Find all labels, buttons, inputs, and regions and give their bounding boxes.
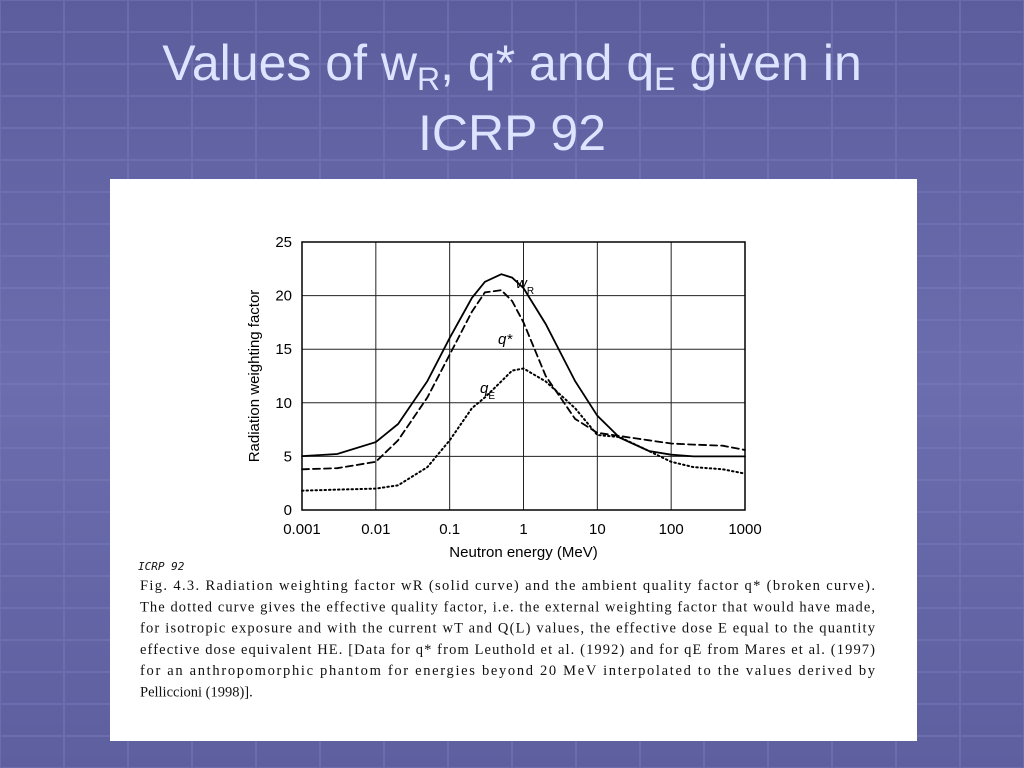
x-axis-label: Neutron energy (MeV) [449, 544, 597, 561]
series-line [301, 289, 746, 471]
x-tick-label: 1000 [728, 521, 761, 538]
handwritten-note: ICRP 92 [138, 560, 185, 573]
y-tick-label: 10 [275, 395, 292, 412]
series-line [301, 367, 746, 492]
curve-label: wR [516, 275, 534, 297]
plot-frame [301, 241, 746, 511]
curve-label: q* [498, 331, 513, 348]
title-part: Values of w [162, 35, 418, 91]
caption-line: Fig. 4.3. Radiation weighting factor wR … [140, 578, 875, 594]
y-axis-label: Radiation weighting factor [246, 290, 263, 463]
y-tick-label: 5 [284, 448, 292, 465]
curve-label-name: q [480, 380, 489, 397]
x-tick-label: 0.01 [361, 521, 390, 538]
y-tick-label: 20 [275, 288, 292, 305]
x-tick-label: 1 [519, 521, 527, 538]
title-part: , q* and q [440, 35, 654, 91]
caption-line: The dotted curve gives the effective qua… [140, 599, 875, 615]
x-tick-label: 100 [659, 521, 684, 538]
y-tick-label: 25 [275, 234, 292, 251]
figure-panel [110, 179, 917, 741]
caption-line: for isotropic exposure and with the curr… [140, 621, 876, 637]
caption-line: effective dose equivalent HE. [Data for … [140, 642, 875, 658]
title-part: given in [676, 35, 862, 91]
slide-title: ICRP 92 [418, 105, 606, 161]
curve-label-subscript: R [527, 286, 534, 297]
curve-label: qE [480, 380, 495, 402]
x-tick-label: 0.1 [439, 521, 460, 538]
x-tick-label: 0.001 [283, 521, 321, 538]
series-line [301, 273, 746, 458]
chart: 0 5 10 15 20 25 0.001 0.01 0.1 1 10 100 1000 Neutron … [140, 234, 876, 701]
y-tick-label: 0 [284, 502, 292, 519]
curve-label-name: q* [498, 331, 513, 348]
title-subscript: E [654, 61, 675, 97]
x-tick-label: 10 [589, 521, 606, 538]
caption-line: Pelliccioni (1998)]. [140, 685, 253, 701]
slide-title: Values of wR, q* and qE given in [162, 35, 862, 97]
curve-label-name: w [516, 275, 528, 292]
caption-line: for an anthropomorphic phantom for energ… [140, 663, 876, 679]
y-tick-label: 15 [275, 341, 292, 358]
curve-label-subscript: E [488, 391, 495, 402]
title-subscript: R [417, 61, 440, 97]
